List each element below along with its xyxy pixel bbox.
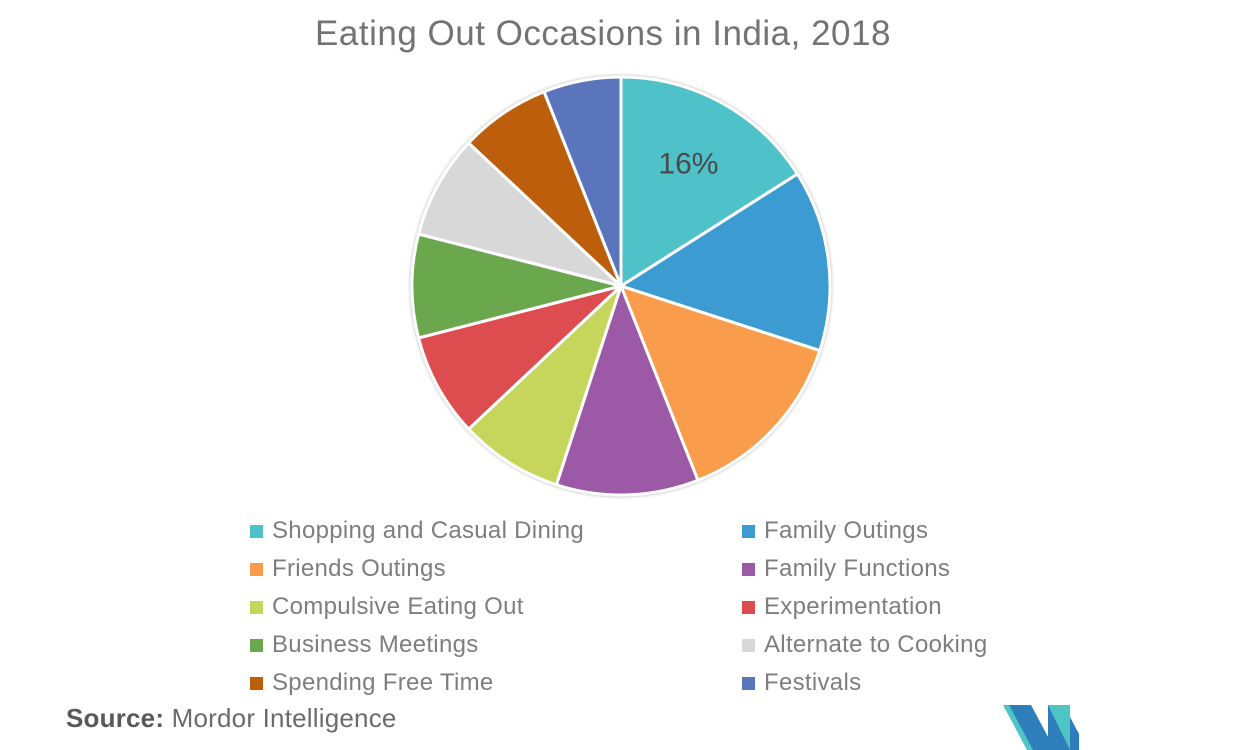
pie-chart: 16% — [396, 62, 846, 512]
pie-slice-compulsive-eating-out — [467, 284, 623, 487]
pie-slice-festivals — [542, 75, 623, 288]
chart-title: Eating Out Occasions in India, 2018 — [315, 14, 891, 53]
source-line: Source: Mordor Intelligence — [66, 703, 397, 734]
legend-label: Business Meetings — [272, 631, 479, 658]
legend-swatch — [740, 636, 757, 654]
legend: Shopping and Casual Dining Family Outings… — [248, 512, 1233, 702]
legend-swatch — [740, 674, 757, 692]
pie-slice-experimentation — [417, 284, 623, 431]
legend-label: Family Functions — [764, 555, 951, 582]
legend-swatch — [248, 636, 265, 654]
legend-item-experimentation: Experimentation — [740, 593, 1233, 621]
legend-label: Festivals — [764, 669, 862, 696]
pie-slice-alternate-to-cooking — [417, 141, 623, 288]
legend-item-shopping-and-casual-dining: Shopping and Casual Dining — [248, 517, 740, 545]
pie-slice-friends-outings — [619, 284, 822, 482]
legend-item-compulsive-eating-out: Compulsive Eating Out — [248, 593, 740, 621]
legend-item-family-outings: Family Outings — [740, 517, 1233, 545]
legend-swatch — [740, 560, 757, 578]
legend-item-friends-outings: Friends Outings — [248, 555, 740, 583]
pie-slice-shopping-and-casual-dining — [619, 75, 799, 288]
pie-slice-family-functions — [554, 284, 700, 497]
legend-label: Shopping and Casual Dining — [272, 517, 585, 544]
pie-data-label: 16% — [658, 147, 718, 180]
legend-swatch — [248, 598, 265, 616]
source-text: Mordor Intelligence — [171, 703, 397, 733]
legend-item-business-meetings: Business Meetings — [248, 631, 740, 659]
legend-item-festivals: Festivals — [740, 669, 1233, 697]
mordor-intelligence-logo — [1003, 705, 1079, 750]
legend-item-alternate-to-cooking: Alternate to Cooking — [740, 631, 1233, 659]
legend-swatch — [248, 560, 265, 578]
legend-label: Experimentation — [764, 593, 942, 620]
source-label: Source: — [66, 703, 165, 733]
legend-item-spending-free-time: Spending Free Time — [248, 669, 740, 697]
legend-label: Family Outings — [764, 517, 929, 544]
pie-chart-svg: 16% — [410, 75, 832, 497]
legend-swatch — [248, 522, 265, 540]
pie-slice-family-outings — [619, 172, 832, 353]
legend-swatch — [740, 522, 757, 540]
legend-label: Alternate to Cooking — [764, 631, 988, 658]
legend-label: Friends Outings — [272, 555, 446, 582]
legend-label: Compulsive Eating Out — [272, 593, 524, 620]
pie-slice-business-meetings — [410, 232, 623, 340]
legend-item-family-functions: Family Functions — [740, 555, 1233, 583]
legend-swatch — [248, 674, 265, 692]
legend-swatch — [740, 598, 757, 616]
legend-label: Spending Free Time — [272, 669, 494, 696]
